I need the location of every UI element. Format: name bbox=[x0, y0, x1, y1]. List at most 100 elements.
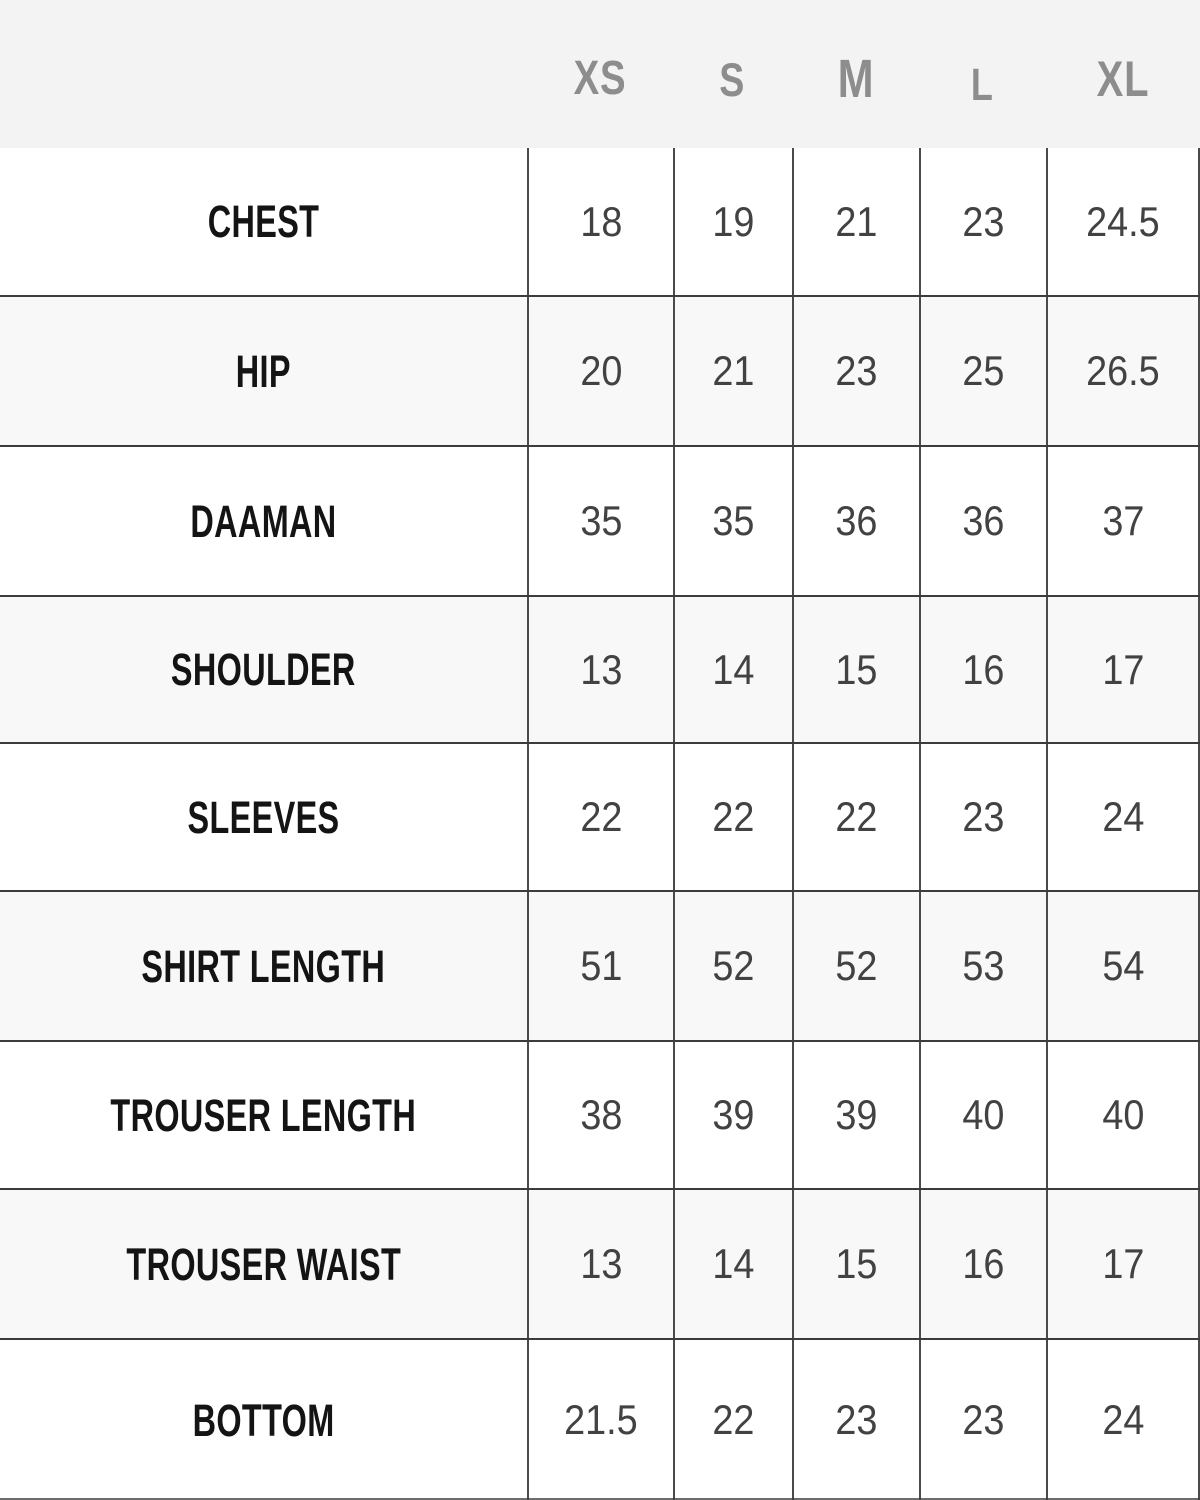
value-xl: 17 bbox=[1101, 1240, 1145, 1287]
value-cell-l: 25 bbox=[919, 297, 1046, 445]
value-l: 23 bbox=[962, 1396, 1005, 1443]
measurement-label-cell: BOTTOM bbox=[0, 1340, 527, 1500]
value-cell-xs: 38 bbox=[527, 1042, 673, 1188]
value-xs: 13 bbox=[579, 645, 623, 693]
value-cell-xs: 21.5 bbox=[527, 1340, 673, 1500]
value-xl: 24 bbox=[1101, 793, 1145, 840]
value-xs: 38 bbox=[579, 1091, 623, 1138]
value-cell-xs: 18 bbox=[527, 148, 673, 295]
value-cell-s: 22 bbox=[673, 744, 792, 890]
measurement-label: SLEEVES bbox=[187, 791, 340, 843]
value-xl: 54 bbox=[1101, 942, 1145, 989]
value-cell-s: 39 bbox=[673, 1042, 792, 1188]
size-table-body: CHEST 18 19 21 23 24.5 HIP 20 21 23 25 2… bbox=[0, 148, 1200, 1500]
value-cell-xs: 13 bbox=[527, 597, 673, 742]
value-s: 21 bbox=[712, 347, 755, 394]
size-header-row: XS S M L XL bbox=[0, 0, 1200, 148]
value-s: 22 bbox=[712, 793, 755, 840]
value-s: 39 bbox=[712, 1091, 755, 1138]
value-cell-l: 23 bbox=[919, 744, 1046, 890]
value-cell-m: 15 bbox=[792, 597, 919, 742]
value-cell-xl: 37 bbox=[1046, 447, 1200, 595]
value-cell-m: 36 bbox=[792, 447, 919, 595]
value-cell-m: 39 bbox=[792, 1042, 919, 1188]
value-s: 22 bbox=[712, 1396, 755, 1443]
measurement-label: CHEST bbox=[207, 196, 320, 247]
value-l: 23 bbox=[962, 197, 1005, 245]
size-header-xl: XL bbox=[1046, 0, 1200, 148]
value-l: 40 bbox=[962, 1091, 1005, 1138]
value-xl: 24.5 bbox=[1086, 197, 1160, 245]
value-cell-xl: 24 bbox=[1046, 744, 1200, 890]
value-xs: 13 bbox=[579, 1240, 623, 1287]
value-cell-l: 23 bbox=[919, 148, 1046, 295]
measurement-label: DAAMAN bbox=[190, 495, 337, 547]
measurement-label-cell: CHEST bbox=[0, 148, 527, 295]
value-cell-l: 40 bbox=[919, 1042, 1046, 1188]
value-cell-l: 16 bbox=[919, 1190, 1046, 1338]
value-cell-s: 19 bbox=[673, 148, 792, 295]
value-m: 21 bbox=[835, 197, 878, 245]
value-cell-m: 15 bbox=[792, 1190, 919, 1338]
value-l: 25 bbox=[962, 347, 1005, 394]
value-cell-m: 21 bbox=[792, 148, 919, 295]
value-l: 53 bbox=[962, 942, 1005, 989]
measurement-label-cell: DAAMAN bbox=[0, 447, 527, 595]
value-l: 16 bbox=[962, 645, 1005, 693]
measurement-label-cell: TROUSER WAIST bbox=[0, 1190, 527, 1338]
value-xs: 51 bbox=[579, 942, 623, 989]
size-header-label: L bbox=[971, 58, 994, 110]
value-xs: 35 bbox=[579, 497, 623, 544]
row-shoulder: SHOULDER 13 14 15 16 17 bbox=[0, 595, 1200, 742]
row-sleeves: SLEEVES 22 22 22 23 24 bbox=[0, 742, 1200, 890]
value-cell-xs: 20 bbox=[527, 297, 673, 445]
value-xl: 24 bbox=[1101, 1396, 1145, 1443]
measurement-label-cell: TROUSER LENGTH bbox=[0, 1042, 527, 1188]
value-xl: 37 bbox=[1101, 497, 1145, 544]
value-cell-l: 53 bbox=[919, 892, 1046, 1040]
value-l: 36 bbox=[962, 497, 1005, 544]
header-empty-cell bbox=[0, 0, 527, 148]
value-cell-s: 14 bbox=[673, 1190, 792, 1338]
size-header-l: L bbox=[919, 0, 1046, 148]
value-m: 39 bbox=[835, 1091, 878, 1138]
size-header-label: M bbox=[837, 49, 874, 109]
measurement-label: TROUSER LENGTH bbox=[110, 1089, 417, 1141]
value-cell-xl: 40 bbox=[1046, 1042, 1200, 1188]
value-cell-m: 22 bbox=[792, 744, 919, 890]
row-chest: CHEST 18 19 21 23 24.5 bbox=[0, 148, 1200, 295]
value-cell-xl: 17 bbox=[1046, 1190, 1200, 1338]
value-s: 35 bbox=[712, 497, 755, 544]
measurement-label: HIP bbox=[235, 345, 292, 397]
measurement-label: TROUSER WAIST bbox=[126, 1238, 401, 1290]
measurement-label: SHIRT LENGTH bbox=[141, 940, 386, 992]
value-m: 23 bbox=[835, 347, 878, 394]
row-trouser-length: TROUSER LENGTH 38 39 39 40 40 bbox=[0, 1040, 1200, 1188]
measurement-label: BOTTOM bbox=[192, 1394, 335, 1446]
value-cell-s: 35 bbox=[673, 447, 792, 595]
size-header-label: S bbox=[719, 52, 746, 106]
size-header-label: XL bbox=[1096, 51, 1150, 107]
value-m: 36 bbox=[835, 497, 878, 544]
value-s: 14 bbox=[712, 645, 755, 693]
value-m: 15 bbox=[835, 1240, 878, 1287]
table-bottom-border bbox=[0, 1498, 1200, 1500]
value-cell-l: 16 bbox=[919, 597, 1046, 742]
value-s: 52 bbox=[712, 942, 755, 989]
value-m: 23 bbox=[835, 1396, 878, 1443]
row-daaman: DAAMAN 35 35 36 36 37 bbox=[0, 445, 1200, 595]
value-cell-xs: 22 bbox=[527, 744, 673, 890]
value-m: 15 bbox=[835, 645, 878, 693]
size-header-s: S bbox=[673, 0, 792, 148]
value-cell-xs: 35 bbox=[527, 447, 673, 595]
value-xl: 26.5 bbox=[1086, 347, 1160, 394]
size-header-xs: XS bbox=[527, 0, 673, 148]
value-m: 52 bbox=[835, 942, 878, 989]
row-bottom: BOTTOM 21.5 22 23 23 24 bbox=[0, 1338, 1200, 1500]
value-xs: 22 bbox=[579, 793, 623, 840]
row-shirt-length: SHIRT LENGTH 51 52 52 53 54 bbox=[0, 890, 1200, 1040]
value-cell-xs: 51 bbox=[527, 892, 673, 1040]
value-xl: 40 bbox=[1101, 1091, 1145, 1138]
value-cell-xl: 54 bbox=[1046, 892, 1200, 1040]
